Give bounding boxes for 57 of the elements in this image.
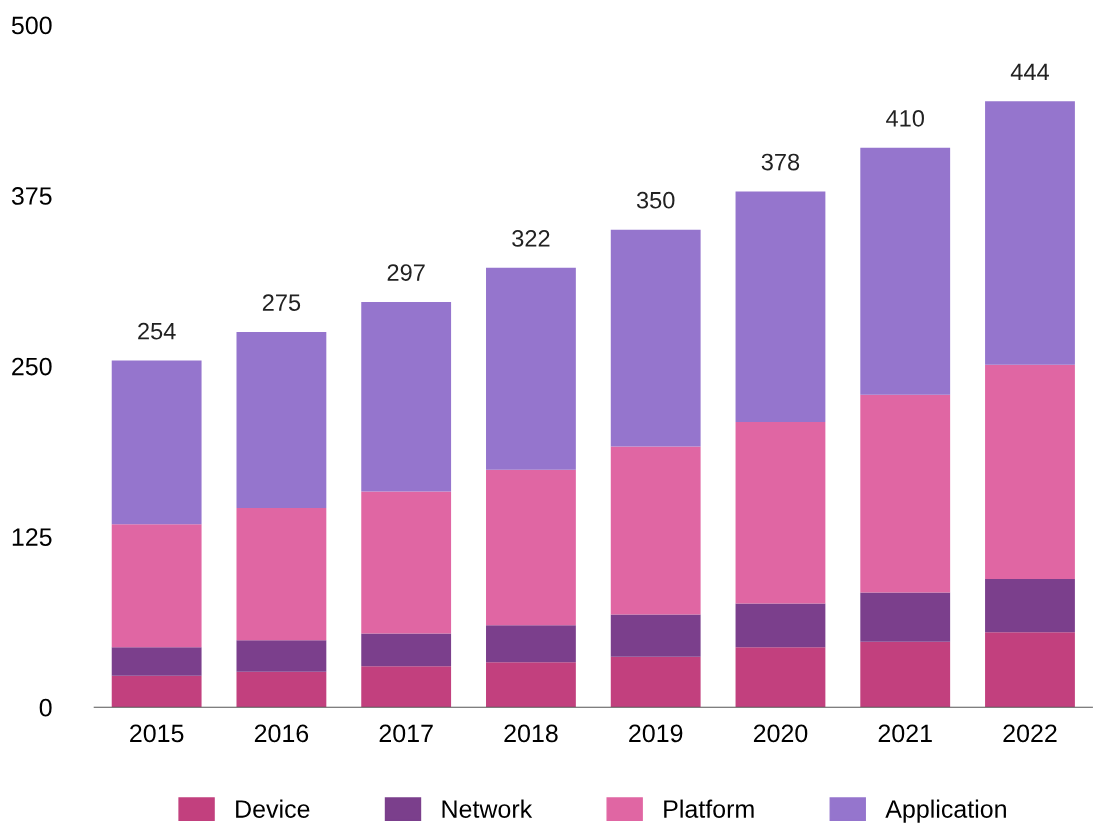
x-tick-label: 2019	[629, 724, 683, 743]
bar	[610, 614, 701, 657]
bar	[236, 671, 327, 708]
bar	[860, 394, 951, 593]
bar	[236, 507, 327, 641]
total-label: 275	[262, 294, 301, 311]
total-label: 444	[1010, 63, 1049, 81]
x-tick-label: 2016	[254, 724, 309, 743]
bar	[735, 647, 826, 708]
total-label: 322	[512, 230, 550, 247]
bar	[985, 632, 1075, 708]
bar	[735, 422, 826, 604]
total-label: 410	[886, 110, 924, 127]
bar	[236, 331, 327, 508]
x-tick-label: 2017	[379, 724, 433, 743]
bar	[735, 191, 826, 423]
bar	[111, 360, 202, 525]
bar	[860, 592, 951, 642]
total-label: 297	[387, 264, 425, 281]
bar	[985, 364, 1075, 579]
x-tick-label: 2015	[130, 724, 184, 743]
bar	[610, 446, 701, 615]
total-label: 350	[636, 191, 675, 209]
bar	[985, 578, 1075, 633]
y-tick-label: 250	[12, 357, 52, 376]
bar	[735, 603, 826, 648]
legend-label: Device	[236, 799, 310, 818]
total-label: 378	[761, 153, 800, 171]
legend-label: Platform	[664, 799, 754, 818]
bar	[860, 641, 951, 708]
bar	[361, 301, 452, 492]
bar	[486, 625, 576, 663]
x-tick-label: 2018	[504, 724, 558, 743]
x-tick-label: 2022	[1003, 724, 1057, 743]
legend-label: Application	[885, 799, 1006, 823]
bar	[361, 666, 452, 708]
total-label: 254	[138, 322, 176, 340]
bar	[610, 656, 701, 708]
bar	[111, 647, 202, 676]
bar	[361, 633, 452, 667]
bar	[111, 524, 202, 648]
bar	[111, 675, 202, 708]
x-tick-label: 2020	[753, 724, 808, 743]
bar	[610, 229, 701, 447]
bar	[236, 640, 327, 672]
y-tick-label: 500	[11, 16, 52, 35]
bar	[486, 662, 576, 708]
bar	[361, 491, 452, 634]
bar	[486, 267, 576, 470]
y-tick-label: 0	[39, 698, 52, 717]
x-tick-label: 2021	[878, 724, 932, 743]
y-tick-label: 125	[12, 528, 52, 546]
bar	[985, 101, 1075, 365]
legend-label: Network	[442, 799, 533, 818]
bar	[486, 469, 576, 626]
bar	[860, 147, 951, 395]
y-tick-label: 375	[11, 187, 52, 205]
